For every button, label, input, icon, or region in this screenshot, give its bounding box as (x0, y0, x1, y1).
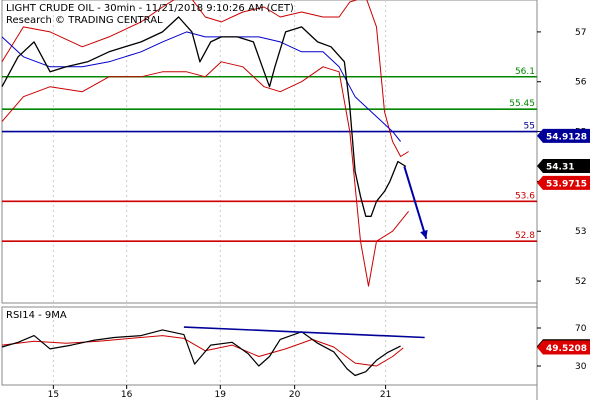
value-tag-label: 53.9715 (546, 179, 587, 189)
value-tag-bg (537, 128, 590, 143)
level-label: 53.6 (515, 191, 535, 201)
chart-credit: Research © TRADING CENTRAL (6, 15, 163, 26)
level-label: 55.45 (509, 99, 535, 109)
bollinger-upper-line (1, 0, 409, 157)
value-tag-bg (537, 158, 590, 173)
rsi-layer (1, 326, 425, 377)
rsi-y-tick-label: 30 (575, 362, 587, 372)
grid (52, 0, 387, 385)
rsi-panel-frame (1, 306, 538, 386)
moving-average-line (1, 31, 401, 142)
x-tick-label: 20 (289, 390, 301, 400)
chart-title: LIGHT CRUDE OIL - 30min - 11/21/2018 9:1… (6, 3, 294, 14)
value-tag-label: 49.5208 (546, 344, 587, 354)
levels-layer: 56.1 55.45 55 53.6 52.8 (2, 67, 537, 242)
rsi-ma-line (1, 335, 404, 367)
forecast-arrow-shaft (403, 166, 428, 239)
series-layer (1, 0, 428, 287)
y-tick-label: 57 (575, 28, 586, 38)
level-label: 56.1 (515, 67, 535, 77)
price-line (1, 16, 407, 217)
value-tag-label: 54.31 (546, 162, 574, 172)
rsi-trendline (183, 326, 425, 339)
level-label: 55 (524, 122, 535, 132)
price-panel-frame (1, 0, 538, 304)
y-tick-label: 53 (575, 227, 586, 237)
y-tick-label: 56 (575, 78, 587, 88)
forecast-arrow-head (420, 229, 428, 239)
value-tag-bg (537, 175, 590, 190)
rsi-title: RSI14 - 9MA (6, 310, 67, 321)
x-tick-label: 16 (121, 390, 133, 400)
value-tag-label: 54.9128 (546, 132, 587, 142)
rsi-y-tick-label: 70 (575, 324, 587, 334)
x-tick-label: 21 (380, 390, 391, 400)
bollinger-lower-line (1, 61, 409, 287)
rsi-line (1, 329, 401, 377)
x-tick-label: 19 (215, 390, 227, 400)
axes-layer: 1516192021525354555657305070 (48, 28, 587, 400)
level-label: 52.8 (515, 231, 535, 241)
y-tick-label: 52 (575, 277, 586, 287)
value-tag-bg (537, 340, 590, 355)
x-tick-label: 15 (48, 390, 59, 400)
